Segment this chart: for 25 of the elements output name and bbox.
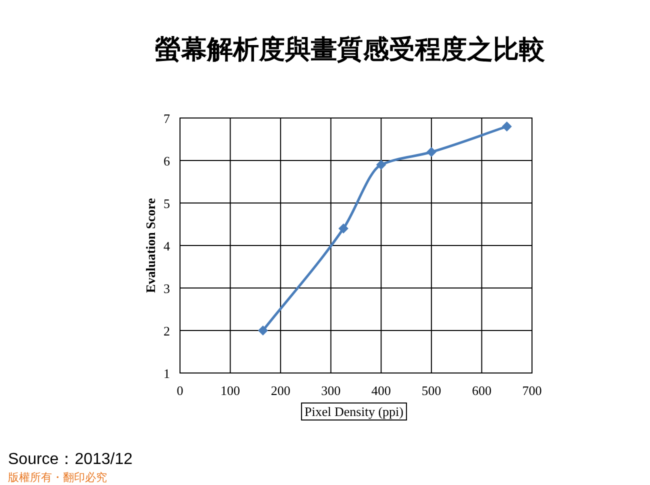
chart-title: 螢幕解析度與畫質感受程度之比較	[155, 35, 546, 64]
x-tick-label: 400	[371, 383, 391, 398]
point	[502, 122, 512, 132]
y-tick-label: 5	[164, 196, 170, 211]
point	[338, 224, 348, 234]
x-tick-label: 600	[472, 383, 492, 398]
y-tick-label: 4	[164, 238, 170, 254]
y-tick-label: 6	[164, 154, 170, 168]
x-axis-title: Pixel Density (ppi)	[304, 404, 404, 419]
text: 版權所有・翻印必究	[8, 471, 107, 484]
x-tick-label: 200	[270, 383, 290, 398]
y-tick-label: 1	[164, 366, 170, 381]
x-tick-label: 700	[522, 383, 542, 398]
y-tick-label: 7	[164, 111, 170, 126]
point	[426, 147, 436, 157]
y-tick-label: 3	[164, 281, 170, 296]
x-tick-label: 100	[220, 383, 240, 398]
point	[376, 160, 386, 170]
y-axis-title: Evaluation Score	[143, 198, 158, 293]
x-tick-label: 0	[176, 383, 184, 398]
point	[258, 326, 268, 336]
x-tick-label: 500	[422, 383, 442, 398]
x-tick-label: 300	[321, 383, 341, 398]
source-note: Source：2013/12	[8, 451, 133, 468]
y-tick-label: 2	[164, 324, 170, 338]
